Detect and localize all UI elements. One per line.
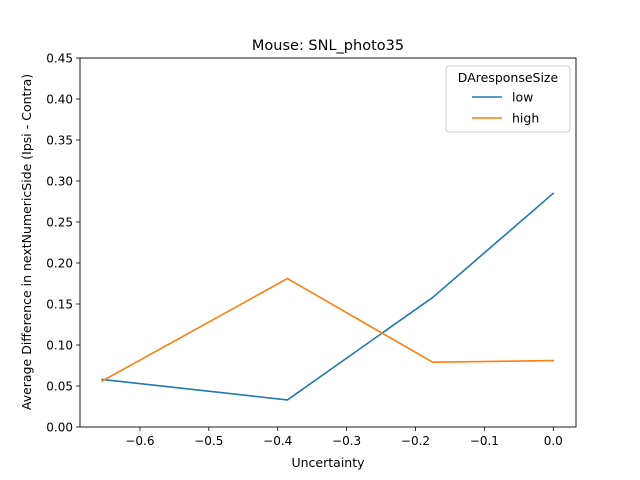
series-line-high [101,277,554,382]
y-tick-label: 0.15 [46,297,73,311]
x-tick-label: −0.1 [470,434,499,448]
y-tick-label: 0.10 [46,338,73,352]
y-axis-label: Average Difference in nextNumericSide (I… [19,74,34,410]
y-tick-label: 0.35 [46,133,73,147]
legend-label-high: high [512,111,539,126]
y-tick-label: 0.30 [46,174,73,188]
data-point-high [286,277,289,280]
x-tick-label: −0.6 [125,434,154,448]
legend-title: DAresponseSize [458,70,559,85]
y-tick-label: 0.00 [46,420,73,434]
x-tick-label: 0.0 [544,434,563,448]
y-tick-label: 0.45 [46,51,73,65]
x-tick-label: −0.5 [194,434,223,448]
chart-title: Mouse: SNL_photo35 [252,38,404,54]
data-point-high [101,380,103,382]
series-line-low [101,192,554,401]
legend-label-low: low [512,90,533,105]
data-point-low [286,399,289,401]
plot-area [101,192,555,401]
x-tick-label: −0.3 [332,434,361,448]
x-tick-label: −0.4 [263,434,292,448]
legend-box [445,65,571,133]
legend: DAresponseSize low high [445,65,571,133]
data-point-high [552,359,555,362]
y-tick-label: 0.25 [46,215,73,229]
data-point-low [431,296,434,299]
x-axis: −0.6 −0.5 −0.4 −0.3 −0.2 −0.1 0.0 [125,427,563,448]
data-point-low [552,192,555,195]
x-axis-label: Uncertainty [291,455,365,470]
data-point-low [101,378,103,381]
y-axis: 0.00 0.05 0.10 0.15 0.20 0.25 0.30 0.35 0.40 0.45 [46,51,80,434]
y-tick-label: 0.05 [46,379,73,393]
data-point-high [431,361,434,364]
y-tick-label: 0.20 [46,256,73,270]
y-tick-label: 0.40 [46,92,73,106]
axes-frame [79,57,577,428]
x-tick-label: −0.2 [401,434,430,448]
